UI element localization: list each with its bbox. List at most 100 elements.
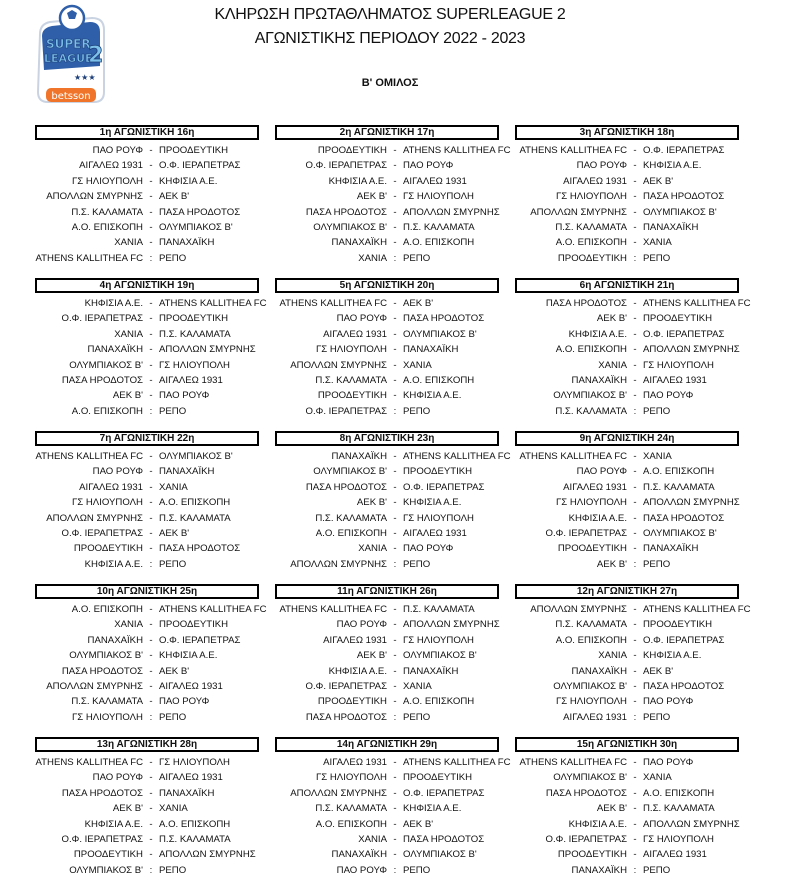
- separator: -: [633, 481, 637, 493]
- bye-row: Ο.Φ. ΙΕΡΑΠΕΤΡΑΣ : ΡΕΠΟ: [275, 404, 499, 419]
- separator: -: [149, 175, 153, 187]
- home-team: ΧΑΝΙΑ: [114, 237, 143, 249]
- away-team: ΑΠΟΛΛΩΝ ΣΜΥΡΝΗΣ: [159, 849, 256, 861]
- separator: :: [149, 711, 153, 723]
- match-row: ATHENS KALLITHEA FC - ΟΛΥΜΠΙΑΚΟΣ Β': [35, 449, 259, 464]
- match-list: ATHENS KALLITHEA FC - ΠΑΟ ΡΟΥΦ ΟΛΥΜΠΙΑΚΟ…: [515, 755, 739, 878]
- away-team: ΟΛΥΜΠΙΑΚΟΣ Β': [159, 451, 233, 462]
- home-team: ΠΡΟΟΔΕΥΤΙΚΗ: [317, 145, 387, 156]
- separator: -: [393, 328, 397, 340]
- separator: -: [633, 237, 637, 249]
- home-team: ΠΑΣΑ ΗΡΟΔΟΤΟΣ: [61, 374, 143, 386]
- separator: -: [149, 451, 153, 462]
- home-team: Π.Σ. ΚΑΛΑΜΑΤΑ: [555, 221, 627, 233]
- away-team: ΓΣ ΗΛΙΟΥΠΟΛΗ: [159, 359, 230, 371]
- home-team: ΚΗΦΙΣΙΑ Α.Ε.: [84, 298, 143, 309]
- away-team: Ο.Φ. ΙΕΡΑΠΕΤΡΑΣ: [159, 160, 241, 172]
- match-row: ΠΑΣΑ ΗΡΟΔΟΤΟΣ - ΠΑΝΑΧΑΪΚΗ: [35, 786, 259, 801]
- away-team: ΧΑΝΙΑ: [403, 680, 432, 692]
- away-team: ΠΑΣΑ ΗΡΟΔΟΤΟΣ: [159, 543, 241, 555]
- home-team: ΠΑΣΑ ΗΡΟΔΟΤΟΣ: [61, 787, 143, 799]
- separator: -: [149, 328, 153, 340]
- away-team: ΧΑΝΙΑ: [643, 237, 672, 249]
- away-team: Π.Σ. ΚΑΛΑΜΑΤΑ: [643, 803, 715, 815]
- bye-row: Π.Σ. ΚΑΛΑΜΑΤΑ : ΡΕΠΟ: [515, 404, 739, 419]
- away-team: ATHENS KALLITHEA FC: [403, 451, 511, 462]
- separator: -: [149, 344, 153, 356]
- match-row: ΧΑΝΙΑ - ΠΑΣΑ ΗΡΟΔΟΤΟΣ: [275, 832, 499, 847]
- separator: -: [149, 313, 153, 325]
- separator: -: [393, 390, 397, 402]
- bye-row: ΑΕΚ Β' : ΡΕΠΟ: [515, 557, 739, 572]
- separator: -: [149, 481, 153, 493]
- away-team: Π.Σ. ΚΑΛΑΜΑΤΑ: [643, 481, 715, 493]
- separator: -: [149, 772, 153, 784]
- home-team: ΓΣ ΗΛΙΟΥΠΟΛΗ: [72, 497, 143, 509]
- away-team: ΚΗΦΙΣΙΑ Α.Ε.: [403, 497, 462, 509]
- match-row: ΑΙΓΑΛΕΩ 1931 - ΑΕΚ Β': [515, 174, 739, 189]
- round-block: 15η ΑΓΩΝΙΣΤΙΚΗ 30η ATHENS KALLITHEA FC -…: [515, 737, 740, 878]
- separator: -: [393, 298, 397, 309]
- separator: -: [393, 680, 397, 692]
- separator: -: [149, 527, 153, 539]
- home-team: Α.Ο. ΕΠΙΣΚΟΠΗ: [71, 221, 143, 233]
- round-header: 2η ΑΓΩΝΙΣΤΙΚΗ 17η: [275, 125, 499, 140]
- away-team: ATHENS KALLITHEA FC: [403, 145, 511, 156]
- separator: -: [393, 818, 397, 830]
- match-row: ΧΑΝΙΑ - ΠΡΟΟΔΕΥΤΙΚΗ: [35, 617, 259, 632]
- separator: -: [633, 803, 637, 815]
- away-team: ΑΙΓΑΛΕΩ 1931: [159, 680, 223, 692]
- match-row: Α.Ο. ΕΠΙΣΚΟΠΗ - ΑΕΚ Β': [275, 817, 499, 832]
- separator: -: [149, 833, 153, 845]
- separator: -: [393, 665, 397, 677]
- bye-row: Α.Ο. ΕΠΙΣΚΟΠΗ : ΡΕΠΟ: [35, 404, 259, 419]
- separator: -: [393, 543, 397, 555]
- home-team: ΓΣ ΗΛΙΟΥΠΟΛΗ: [72, 175, 143, 187]
- separator: :: [393, 405, 397, 417]
- separator: -: [149, 604, 153, 615]
- home-team: ΠΡΟΟΔΕΥΤΙΚΗ: [73, 849, 143, 861]
- match-row: ΑΕΚ Β' - ΟΛΥΜΠΙΑΚΟΣ Β': [275, 648, 499, 663]
- bye-row: ΚΗΦΙΣΙΑ Α.Ε. : ΡΕΠΟ: [35, 557, 259, 572]
- away-team: ΓΣ ΗΛΙΟΥΠΟΛΗ: [159, 757, 230, 768]
- separator: -: [393, 757, 397, 768]
- away-team: Π.Σ. ΚΑΛΑΜΑΤΑ: [403, 221, 475, 233]
- match-row: ΚΗΦΙΣΙΑ Α.Ε. - ΠΑΝΑΧΑΪΚΗ: [275, 664, 499, 679]
- home-team: ΓΣ ΗΛΙΟΥΠΟΛΗ: [316, 772, 387, 784]
- match-list: ΑΙΓΑΛΕΩ 1931 - ATHENS KALLITHEA FC ΓΣ ΗΛ…: [275, 755, 510, 878]
- separator: -: [393, 451, 397, 462]
- match-row: Π.Σ. ΚΑΛΑΜΑΤΑ - ΠΡΟΟΔΕΥΤΙΚΗ: [515, 617, 739, 632]
- match-row: Π.Σ. ΚΑΛΑΜΑΤΑ - ΓΣ ΗΛΙΟΥΠΟΛΗ: [275, 511, 499, 526]
- match-row: ΠΑΝΑΧΑΪΚΗ - ATHENS KALLITHEA FC: [275, 449, 511, 464]
- home-team: ΠΑΟ ΡΟΥΦ: [576, 160, 627, 172]
- round-block: 1η ΑΓΩΝΙΣΤΙΚΗ 16η ΠΑΟ ΡΟΥΦ - ΠΡΟΟΔΕΥΤΙΚΗ…: [35, 125, 259, 266]
- away-team: ΑΠΟΛΛΩΝ ΣΜΥΡΝΗΣ: [643, 344, 740, 356]
- away-team: ΓΣ ΗΛΙΟΥΠΟΛΗ: [643, 359, 714, 371]
- separator: -: [633, 328, 637, 340]
- separator: -: [393, 803, 397, 815]
- separator: -: [633, 145, 637, 156]
- match-row: ΠΑΝΑΧΑΪΚΗ - Α.Ο. ΕΠΙΣΚΟΠΗ: [275, 235, 499, 250]
- match-row: ΚΗΦΙΣΙΑ Α.Ε. - ΑΠΟΛΛΩΝ ΣΜΥΡΝΗΣ: [515, 817, 740, 832]
- home-team: ΧΑΝΙΑ: [358, 833, 387, 845]
- separator: -: [633, 833, 637, 845]
- match-row: ATHENS KALLITHEA FC - ΑΕΚ Β': [275, 296, 499, 311]
- match-row: ΚΗΦΙΣΙΑ Α.Ε. - Ο.Φ. ΙΕΡΑΠΕΤΡΑΣ: [515, 327, 739, 342]
- away-team: ΚΗΦΙΣΙΑ Α.Ε.: [159, 175, 218, 187]
- separator: -: [149, 359, 153, 371]
- separator: -: [633, 604, 637, 615]
- away-team: ΟΛΥΜΠΙΑΚΟΣ Β': [403, 650, 477, 662]
- document-subtitle: ΑΓΩΝΙΣΤΙΚΗΣ ΠΕΡΙΟΔΟΥ 2022 - 2023: [254, 30, 526, 47]
- match-row: ΑΠΟΛΛΩΝ ΣΜΥΡΝΗΣ - ΑΕΚ Β': [35, 189, 259, 204]
- home-team: ΑΕΚ Β': [356, 497, 387, 509]
- home-team: ΑΕΚ Β': [596, 558, 627, 570]
- home-team: ATHENS KALLITHEA FC: [519, 145, 627, 156]
- away-team: ATHENS KALLITHEA FC: [643, 298, 751, 309]
- separator: -: [633, 466, 637, 478]
- separator: -: [393, 512, 397, 524]
- match-row: ΓΣ ΗΛΙΟΥΠΟΛΗ - ΠΑΟ ΡΟΥΦ: [515, 694, 739, 709]
- home-team: ΓΣ ΗΛΙΟΥΠΟΛΗ: [556, 497, 627, 509]
- home-team: Π.Σ. ΚΑΛΑΜΑΤΑ: [315, 374, 387, 386]
- match-row: Ο.Φ. ΙΕΡΑΠΕΤΡΑΣ - ΧΑΝΙΑ: [275, 679, 499, 694]
- away-team: ΠΑΟ ΡΟΥΦ: [643, 390, 694, 402]
